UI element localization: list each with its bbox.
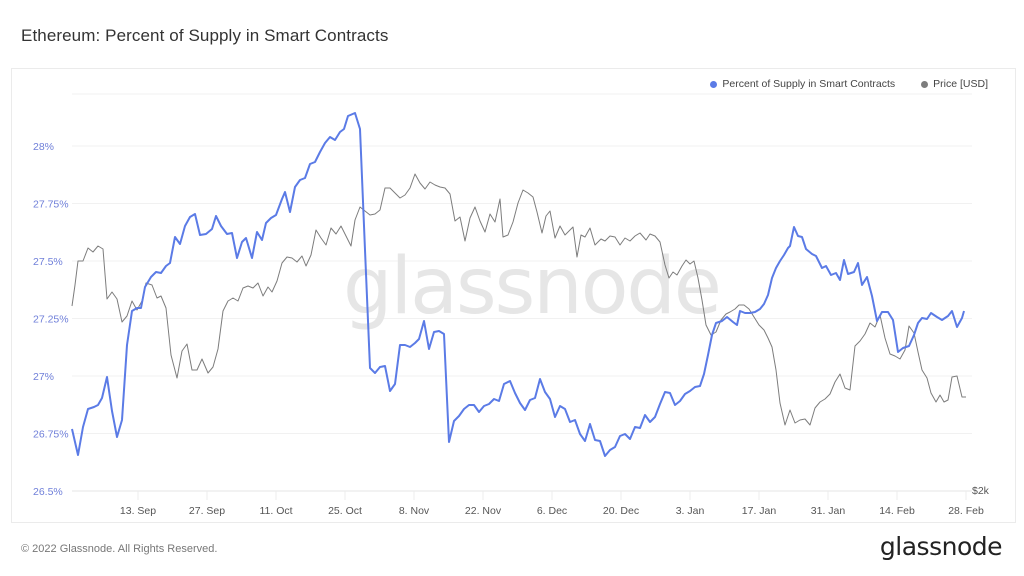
percent-supply-line [71, 112, 965, 457]
chart-legend: Percent of Supply in Smart Contracts Pri… [710, 78, 988, 90]
x-axis: 13. Sep 27. Sep 11. Oct 25. Oct 8. Nov 22. No… [120, 505, 984, 517]
x-tick-label: 22. Nov [465, 505, 502, 517]
x-tick-label: 13. Sep [120, 505, 156, 517]
y-axis-right-label: $2k [972, 485, 990, 497]
x-tick-label: 25. Oct [328, 505, 362, 517]
x-tick-label: 20. Dec [603, 505, 639, 517]
legend-label: Price [USD] [933, 78, 988, 90]
y-axis-left: 26.5% 26.75% 27% 27.25% 27.5% 27.75% 28% [33, 141, 69, 498]
legend-label: Percent of Supply in Smart Contracts [722, 78, 896, 90]
price-line [71, 173, 966, 426]
x-tick-label: 11. Oct [259, 505, 292, 517]
x-tick-label: 28. Feb [948, 505, 984, 517]
y-tick-label: 27.25% [33, 314, 69, 326]
y-tick-label: 27.75% [33, 199, 69, 211]
chart-frame [11, 68, 1016, 523]
x-tick-label: 3. Jan [676, 505, 705, 517]
x-tick-label: 27. Sep [189, 505, 225, 517]
y-tick-label: 27.5% [33, 256, 63, 268]
x-tick-label: 14. Feb [879, 505, 915, 517]
copyright-footer: © 2022 Glassnode. All Rights Reserved. [21, 543, 218, 555]
legend-dot-icon [921, 80, 929, 88]
chart-title: Ethereum: Percent of Supply in Smart Con… [21, 26, 389, 45]
x-tick-label: 31. Jan [811, 505, 846, 517]
y-tick-label: 26.75% [33, 429, 69, 441]
legend-item-percent-supply[interactable]: Percent of Supply in Smart Contracts [710, 78, 895, 90]
watermark: glassnode [343, 242, 720, 332]
legend-item-price[interactable]: Price [USD] [921, 78, 988, 90]
legend-dot-icon [710, 80, 718, 88]
y-tick-label: 28% [33, 141, 54, 153]
x-tick-label: 17. Jan [742, 505, 777, 517]
y-tick-label: 27% [33, 371, 54, 383]
x-tick-label: 8. Nov [399, 505, 430, 517]
y-tick-label: 26.5% [33, 486, 63, 498]
glassnode-logo: glassnode [879, 532, 1003, 561]
x-tick-label: 6. Dec [537, 505, 567, 517]
